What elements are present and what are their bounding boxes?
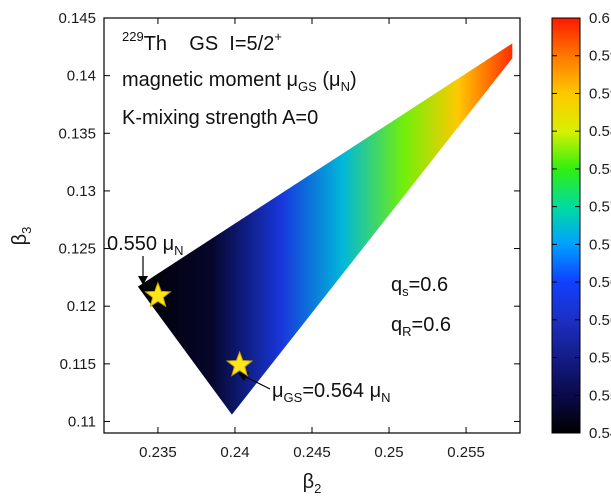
x-tick-label-0: 0.235 [139, 444, 177, 461]
y-axis-label-main: β [9, 234, 31, 246]
colorbar-tick-label-7: 0.58 [589, 161, 611, 178]
x-tick-label-3: 0.25 [374, 444, 403, 461]
description-line-2: magnetic moment μGS (μN) [122, 69, 357, 94]
description-line-2-tail: (μ [317, 69, 341, 91]
colorbar-tick-label-11: 0.6 [589, 10, 610, 27]
colorbar-tick-label-3: 0.56 [589, 312, 611, 329]
marker-1-arrowhead [138, 276, 148, 285]
y-axis-label: β3 [9, 227, 34, 246]
description-line-2-sub: GS [298, 79, 317, 94]
marker-2-label: μGS=0.564 μN [272, 380, 391, 405]
description-line-1: 229Th GS I=5/2+ [122, 29, 282, 55]
colorbar-tick-label-0: 0.545 [589, 425, 611, 442]
y-tick-label-2: 0.12 [67, 298, 96, 315]
y-tick-label-4: 0.13 [67, 183, 96, 200]
colorbar-tick-label-10: 0.595 [589, 48, 611, 65]
description-line-3: K-mixing strength A=0 [122, 107, 318, 129]
y-tick-label-1: 0.115 [60, 356, 96, 373]
q-r-sub: R [402, 324, 411, 339]
colorbar-tick-label-5: 0.57 [589, 236, 611, 253]
q-s-sub: s [402, 284, 409, 299]
colorbar-tick-label-4: 0.565 [589, 274, 611, 291]
x-axis-ticks: 0.235 0.24 0.245 0.25 0.255 [139, 18, 485, 461]
colorbar-tick-label-2: 0.555 [589, 350, 611, 367]
marker-2-label-sub2: N [381, 390, 390, 405]
marker-1-label: 0.550 μN [107, 233, 184, 258]
x-tick-label-1: 0.24 [220, 444, 249, 461]
x-axis-label-main: β [303, 471, 315, 493]
marker-2-arrow [243, 375, 271, 390]
description-line-2-sub2: N [341, 79, 350, 94]
q-r-main: q [391, 314, 402, 336]
data-region [137, 43, 513, 415]
colorbar-tick-label-6: 0.575 [589, 199, 611, 216]
description-line-2-tail2: ) [350, 69, 357, 91]
colorbar-ticks: 0.545 0.55 0.555 0.56 0.565 0.57 0.575 0.58 0.58… [552, 10, 611, 442]
x-tick-label-2: 0.245 [293, 444, 331, 461]
y-tick-label-3: 0.125 [58, 241, 96, 258]
description-line-1-main: Th GS I=5/2 [144, 33, 275, 55]
q-r-label: qR=0.6 [391, 314, 451, 339]
description-line-1-sup: 229 [122, 29, 144, 44]
colorbar [551, 17, 581, 434]
q-r-tail: =0.6 [412, 314, 451, 336]
marker-2-label-main: μ [272, 380, 284, 402]
q-s-tail: =0.6 [409, 274, 448, 296]
q-s-label: qs=0.6 [391, 274, 448, 299]
colorbar-tick-label-1: 0.55 [589, 387, 611, 404]
marker-1-label-main: 0.550 μ [107, 233, 174, 255]
star-marker-1 [225, 350, 254, 377]
description-line-1-sup2: + [274, 29, 282, 44]
q-s-main: q [391, 274, 402, 296]
x-axis-label-sub: 2 [314, 481, 321, 496]
y-axis-label-sub: 3 [19, 227, 34, 234]
x-tick-label-4: 0.255 [447, 444, 485, 461]
marker-2-label-tail: =0.564 μ [302, 380, 381, 402]
y-tick-label-0: 0.11 [68, 413, 96, 430]
x-axis-label: β2 [303, 471, 322, 496]
colorbar-tick-label-8: 0.585 [589, 123, 611, 140]
y-axis-ticks: 0.11 0.115 0.12 0.125 0.13 0.135 0.14 0.145 [58, 10, 520, 430]
star-markers [144, 281, 254, 377]
y-tick-label-6: 0.14 [67, 68, 96, 85]
colorbar-tick-label-9: 0.59 [589, 85, 611, 102]
y-tick-label-5: 0.135 [58, 125, 96, 142]
description-line-3-main: K-mixing strength A=0 [122, 107, 318, 129]
y-tick-label-7: 0.145 [58, 10, 96, 27]
marker-1-label-sub: N [174, 243, 183, 258]
description-line-2-main: magnetic moment μ [122, 69, 298, 91]
star-marker-0 [144, 281, 172, 308]
marker-2-label-sub: GS [284, 390, 303, 405]
